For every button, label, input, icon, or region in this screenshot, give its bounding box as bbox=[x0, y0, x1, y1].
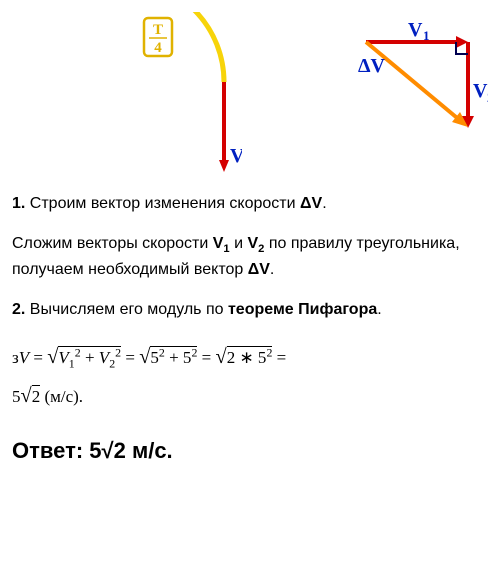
step1-heading: 1. Строим вектор изменения скорости ΔV. bbox=[12, 192, 488, 216]
svg-text:V: V bbox=[473, 80, 488, 102]
formula: зV = √V12 + V22 = √52 + 52 = √2 ∗ 52 = 5… bbox=[12, 338, 488, 416]
deltaV-1: ΔV bbox=[300, 195, 322, 212]
circle-diagram: T 4 V 2 bbox=[12, 12, 242, 172]
svg-text:V: V bbox=[230, 145, 242, 167]
diagrams-row: T 4 V 2 V 1 V 2 ΔV bbox=[12, 12, 488, 172]
svg-text:2: 2 bbox=[487, 90, 488, 105]
svg-text:V: V bbox=[408, 22, 423, 41]
theorem-name: теореме Пифагора bbox=[228, 301, 377, 318]
svg-text:4: 4 bbox=[154, 40, 162, 56]
step2-heading: 2. Вычисляем его модуль по теореме Пифаг… bbox=[12, 298, 488, 322]
answer: Ответ: 5√2 м/с. bbox=[12, 434, 488, 467]
paragraph-1: Сложим векторы скорости V1 и V2 по прави… bbox=[12, 232, 488, 282]
step2-num: 2. bbox=[12, 301, 25, 318]
vector-triangle-diagram: V 1 V 2 ΔV bbox=[308, 22, 488, 142]
step1-num: 1. bbox=[12, 195, 25, 212]
answer-value: 5√2 м/с. bbox=[89, 438, 172, 463]
svg-text:T: T bbox=[153, 22, 163, 38]
svg-text:ΔV: ΔV bbox=[358, 55, 386, 77]
answer-label: Ответ: bbox=[12, 438, 89, 463]
svg-text:1: 1 bbox=[423, 28, 430, 43]
step1-text: Строим вектор изменения скорости bbox=[25, 195, 300, 212]
